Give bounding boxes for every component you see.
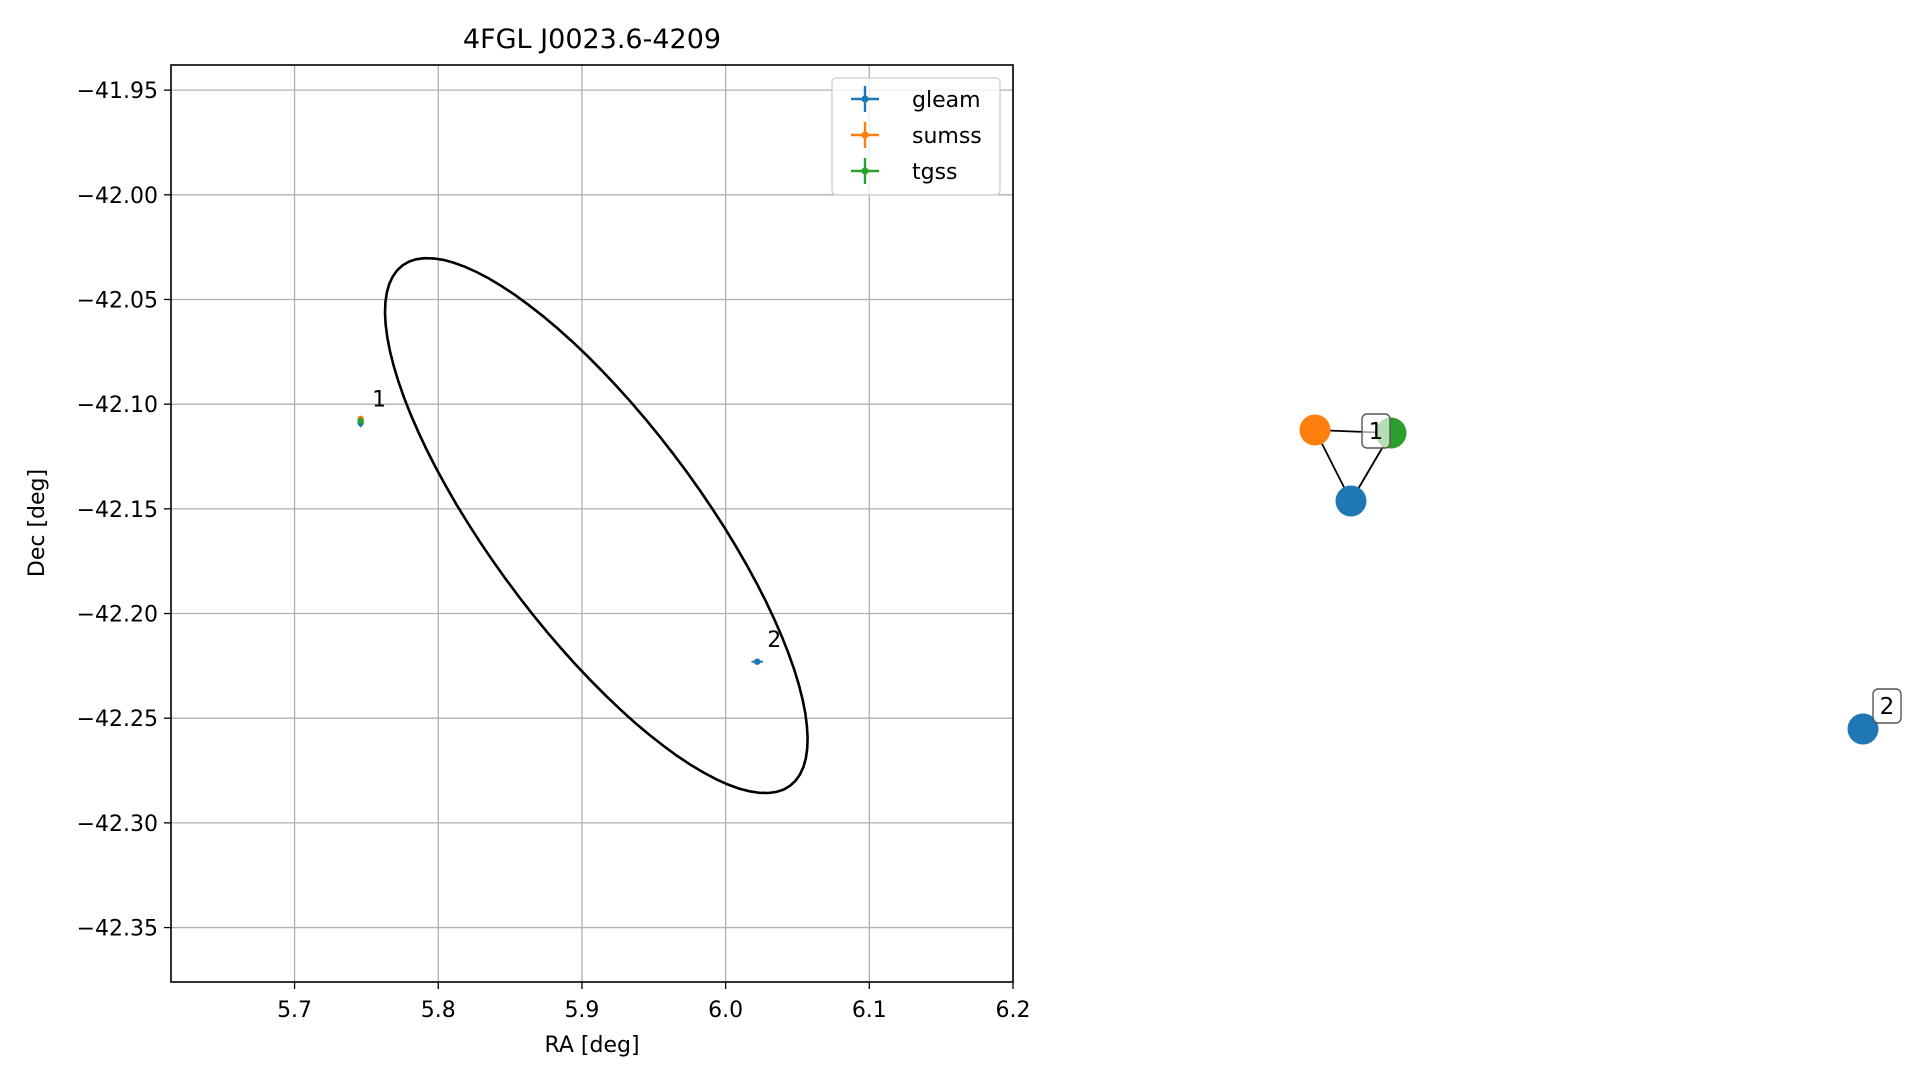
y-tick-label: −41.95 [77, 79, 158, 104]
x-tick-label: 6.0 [708, 998, 743, 1023]
y-tick-label: −42.20 [77, 603, 158, 628]
legend-label: gleam [912, 88, 981, 113]
y-tick-label: −42.10 [77, 393, 158, 418]
point-annotations: 12 [372, 387, 781, 653]
point-annotation: 2 [767, 628, 781, 653]
chart-title: 4FGL J0023.6-4209 [463, 24, 721, 55]
network-label-1-text: 1 [1369, 419, 1384, 445]
point-annotation: 1 [372, 387, 386, 412]
network-nodes [1299, 414, 1879, 745]
network-label-1: 1 [1361, 413, 1391, 449]
error-ellipse [383, 256, 809, 795]
y-tick-label: −42.30 [77, 812, 158, 837]
network-label-2-text: 2 [1880, 694, 1895, 720]
data-points [357, 415, 763, 665]
network-labels: 1 2 [1361, 413, 1902, 724]
x-tick-label: 5.8 [421, 998, 456, 1023]
point-gleam [751, 658, 763, 665]
legend-frame [831, 77, 1001, 196]
legend-item-gleam: gleam [851, 86, 981, 113]
plot-area: 12 [357, 256, 809, 795]
x-axis-label: RA [deg] [544, 1033, 639, 1058]
x-tick-label: 5.9 [564, 998, 599, 1023]
legend-item-tgss: tgss [851, 158, 958, 185]
grid [171, 65, 1014, 982]
y-tick-label: −42.25 [77, 707, 158, 732]
point-tgss [357, 417, 364, 425]
y-tick-label: −42.15 [77, 498, 158, 523]
x-tick-label: 6.2 [996, 998, 1031, 1023]
x-tick-label: 5.7 [277, 998, 312, 1023]
legend-label: tgss [912, 160, 958, 185]
y-tick-label: −42.35 [77, 917, 158, 942]
legend-item-sumss: sumss [851, 122, 982, 149]
legend-label: sumss [912, 124, 982, 149]
axes-frame [170, 64, 1014, 983]
node-sumss [1299, 414, 1331, 446]
network-graph: 1 2 [1299, 413, 1902, 745]
scatter-axes: 12 5.7 5.8 5.9 6.0 6.1 6.2 −41.95−42.00−42.05… [25, 24, 1031, 1058]
x-ticks: 5.7 5.8 5.9 6.0 6.1 6.2 [277, 982, 1031, 1023]
y-tick-label: −42.00 [77, 184, 158, 209]
network-label-2: 2 [1872, 688, 1902, 724]
y-ticks: −41.95 −42.00 −42.05 −42.10 −42.15 −42.20 −42.… [77, 79, 171, 942]
y-axis-label: Dec [deg] [25, 469, 50, 577]
y-tick-label: −42.05 [77, 288, 158, 313]
legend: gleam sumss tgss [831, 77, 1001, 196]
x-tick-label: 6.1 [852, 998, 887, 1023]
node-gleam-1 [1335, 485, 1367, 517]
node-gleam-2 [1847, 713, 1879, 745]
